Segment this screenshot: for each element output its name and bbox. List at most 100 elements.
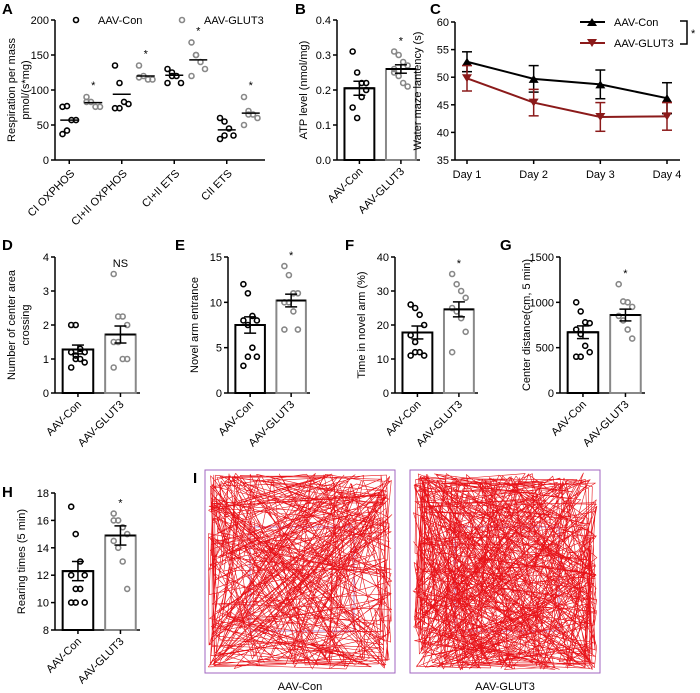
data-point	[81, 359, 88, 366]
bar	[442, 308, 475, 394]
data-point	[123, 585, 131, 593]
y-tick-label: 150	[31, 50, 49, 62]
data-point	[399, 79, 407, 87]
data-point	[116, 79, 123, 87]
y-tick-label: 0.3	[316, 50, 331, 62]
y-axis-label: Number of center area	[6, 269, 18, 380]
y-tick-label: 14	[37, 543, 49, 555]
data-point	[448, 304, 456, 312]
data-point	[67, 503, 75, 511]
legend-marker	[587, 18, 597, 26]
y-tick-label: 0	[383, 388, 389, 400]
data-point	[83, 93, 90, 101]
data-point	[253, 317, 261, 324]
image-label: AAV-GLUT3	[475, 681, 535, 693]
image-label: AAV-Con	[278, 681, 322, 693]
data-point	[577, 308, 585, 315]
data-point	[349, 48, 356, 55]
panel-h: H 8 10 12 14 16 18 Rearing times (5 min) AAV-Con…	[2, 484, 140, 686]
data-point	[244, 353, 252, 361]
legend-marker	[72, 16, 80, 24]
y-tick-label: 35	[437, 155, 449, 167]
bar	[566, 331, 600, 394]
panel-i: I AAV-Con AAV-GLUT3	[193, 469, 601, 693]
data-point	[67, 364, 75, 371]
y-tick-label: 1000	[530, 297, 554, 309]
data-point	[290, 308, 297, 315]
y-tick-label: 1	[43, 354, 49, 366]
data-point	[628, 303, 636, 311]
data-point	[63, 127, 71, 134]
y-tick-label: 50	[37, 120, 49, 132]
y-tick-label: 45	[437, 100, 449, 112]
data-point	[111, 62, 119, 69]
legend-label: AAV-Con	[98, 15, 142, 27]
y-tick-label: 5	[216, 343, 222, 355]
x-tick-label: CI OXPHOS	[26, 168, 78, 220]
data-point	[119, 313, 126, 320]
data-point	[624, 326, 632, 333]
data-point	[188, 39, 195, 46]
data-point	[114, 517, 122, 524]
data-point	[448, 270, 456, 278]
data-point	[624, 299, 632, 306]
data-point	[462, 294, 469, 302]
data-point	[110, 364, 117, 371]
data-point	[63, 102, 71, 110]
y-tick-label: 0.2	[316, 85, 331, 97]
data-point	[240, 280, 247, 288]
y-axis-label: pmol/(s*mg)	[20, 60, 32, 119]
x-tick-label: AAV-GLUT3	[76, 636, 127, 687]
data-marker	[528, 74, 539, 83]
data-point	[125, 100, 132, 108]
data-point	[116, 104, 123, 112]
bar	[343, 87, 376, 161]
movement-track	[412, 472, 598, 671]
data-point	[164, 79, 171, 87]
data-point	[164, 65, 171, 73]
significance-mark: *	[144, 49, 149, 61]
data-point	[353, 114, 361, 122]
x-tick-label: Day 2	[519, 169, 548, 181]
panel-a: A 0 50 100 150 200 Respiration per mass pmol/(s…	[2, 1, 265, 228]
data-point	[615, 280, 623, 288]
data-point	[285, 271, 293, 279]
y-tick-label: 500	[536, 343, 554, 355]
series-line	[466, 60, 668, 100]
data-point	[453, 280, 460, 288]
data-point	[448, 348, 456, 356]
data-point	[72, 355, 79, 363]
data-point	[404, 83, 411, 90]
data-point	[294, 326, 302, 333]
data-point	[249, 344, 256, 351]
y-tick-label: 0.0	[316, 155, 331, 167]
data-point	[281, 262, 288, 270]
y-tick-label: 1500	[530, 252, 554, 264]
data-point	[586, 348, 594, 356]
data-point	[201, 65, 209, 73]
data-point	[110, 537, 117, 545]
data-point	[407, 301, 414, 308]
data-point	[390, 48, 398, 55]
movement-track	[208, 473, 393, 670]
data-point	[67, 571, 75, 579]
x-tick-label: AAV-Con	[549, 399, 589, 439]
data-point	[72, 530, 79, 538]
data-marker	[662, 94, 672, 103]
panel-label: A	[2, 1, 13, 18]
data-point	[221, 132, 228, 139]
y-tick-label: 60	[437, 17, 449, 29]
significance-mark: *	[91, 80, 96, 92]
panel-label: H	[2, 484, 13, 501]
x-tick-label: Day 1	[453, 169, 482, 181]
y-tick-label: 15	[210, 252, 222, 264]
data-point	[240, 93, 248, 101]
y-axis-label: Novel arm entrance	[189, 277, 201, 373]
panel-c: C 35 40 45 50 55 60 Water maze lantency (s) Day …	[412, 1, 696, 181]
significance-mark: *	[691, 28, 696, 40]
panel-label: B	[295, 1, 306, 18]
data-point	[110, 510, 117, 517]
significance-bracket	[680, 20, 688, 45]
